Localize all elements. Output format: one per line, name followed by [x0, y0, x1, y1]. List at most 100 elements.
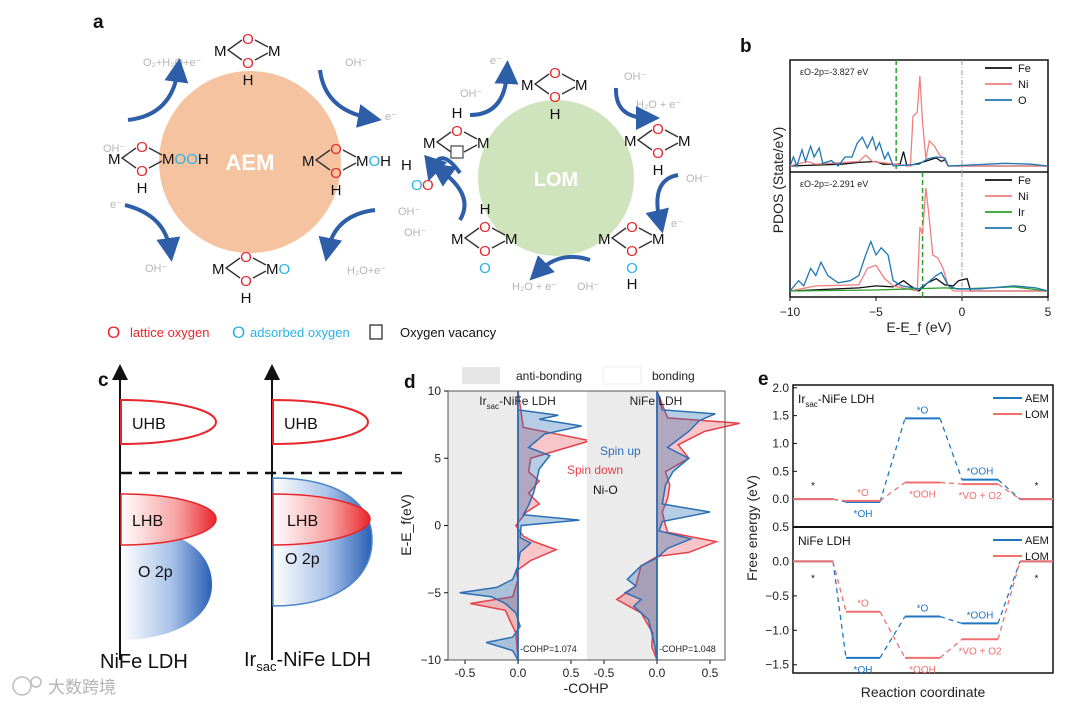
below-atom: H [137, 180, 148, 197]
bond-line [664, 129, 679, 138]
metal-atom: M [302, 153, 315, 170]
metal-atom: M [423, 135, 436, 152]
intermediate-label-aem: *OOH [967, 610, 994, 621]
x-tick-label: 0.5 [563, 666, 580, 680]
bond-line [533, 73, 550, 95]
legend-label-ni: Ni [1018, 191, 1028, 203]
lattice-oxygen: O [479, 219, 491, 236]
released-h: H [401, 157, 412, 174]
metal-atom: M [624, 133, 637, 150]
metal-atom: M [214, 43, 227, 60]
y-axis-label: E-E_f(eV) [398, 494, 414, 555]
lhb-label-left: LHB [132, 513, 163, 530]
intermediate-label-aem: * [1035, 481, 1039, 492]
bond-line [314, 149, 331, 171]
icohp-annotation: -COHP=1.048 [659, 644, 716, 654]
legend-a: O lattice oxygen O adsorbed oxygen Oxyge… [107, 323, 497, 342]
y-tick-label: −0.5 [765, 589, 789, 603]
legend-lattice-label: lattice oxygen [130, 325, 210, 340]
curved-arrow-icon [424, 154, 462, 182]
curved-arrow-icon [430, 163, 467, 222]
watermark-logo-icon [12, 676, 32, 696]
legend-adsorbed-label: adsorbed oxygen [250, 325, 350, 340]
metal-atom: M [451, 231, 464, 248]
x-tick-label: -0.5 [455, 666, 476, 680]
panel-label-e: e [758, 369, 769, 390]
lhb-band-right [272, 493, 371, 546]
intermediate-label-aem: *OH [854, 665, 873, 676]
bond-line [254, 52, 269, 61]
species-label: e⁻ [671, 218, 683, 230]
y-tick-label: −5 [427, 586, 441, 600]
x-tick-label: 0.0 [649, 666, 666, 680]
y-tick-label: 0.0 [772, 492, 789, 506]
panel-label-a: a [93, 12, 104, 33]
y-tick-label: 0.5 [772, 520, 789, 534]
intermediate-label-aem: * [811, 573, 815, 584]
transition-line-aem [939, 418, 963, 480]
legend-vacancy-label: Oxygen vacancy [400, 325, 497, 340]
bond-line [463, 131, 478, 140]
metal-atom-with-adsorbate: M [678, 133, 691, 150]
curved-arrow-icon [318, 208, 376, 262]
y-axis-label: PDOS (State/eV) [770, 127, 786, 234]
y-tick-label: −1.5 [765, 658, 789, 672]
bond-line [226, 39, 243, 61]
uhb-label-right: UHB [284, 416, 318, 433]
panel-label-d: d [404, 372, 416, 393]
uhb-band-left [120, 398, 218, 446]
lattice-oxygen: O [136, 139, 148, 156]
cohp-spin-up-area [459, 391, 582, 663]
panel-b: b εO-2p=-3.827 eV Fe Ni OεO-2p=-2.291 eV Fe N… [740, 36, 1052, 335]
x-tick-label: 0 [959, 305, 966, 319]
metal-atom-with-adsorbate: MOH [356, 153, 391, 170]
bond-line [224, 257, 241, 279]
bond-line [664, 142, 679, 151]
transition-line-aem [939, 615, 963, 625]
released-o-lattice: O [422, 177, 434, 194]
transition-line-lom [832, 561, 847, 612]
species-label: e⁻ [385, 111, 397, 123]
species-label: H₂O + e⁻ [512, 281, 557, 293]
legend-adsorbed-symbol: O [232, 323, 245, 342]
watermark: 大数跨境 [12, 676, 116, 697]
lattice-oxygen: O [626, 219, 638, 236]
legend-label-aem: AEM [1025, 393, 1049, 405]
lattice-oxygen: O [240, 249, 252, 266]
x-tick-label: 0.5 [702, 666, 719, 680]
lattice-oxygen: O [242, 55, 254, 72]
lattice-oxygen: O [626, 243, 638, 260]
metal-atom-with-adsorbate: M [477, 135, 490, 152]
bond-line [463, 144, 478, 153]
transition-line-lom [997, 483, 1021, 500]
bond-line [561, 86, 576, 95]
species-label: OH⁻ [345, 57, 368, 69]
o2p-label-right: O 2p [285, 551, 320, 568]
legend-bonding-swatch [602, 366, 642, 385]
legend-label-ir: Ir [1018, 207, 1025, 219]
pdos-line-ni [789, 187, 1048, 292]
lattice-oxygen: O [242, 31, 254, 48]
lattice-oxygen: O [549, 89, 561, 106]
legend-label-o: O [1018, 223, 1027, 235]
pdos-line-ni [789, 75, 1048, 167]
metal-atom-with-adsorbate: M [505, 231, 518, 248]
x-tick-label: −10 [780, 305, 801, 319]
watermark-text: 大数跨境 [48, 678, 116, 697]
spin-up-annotation: Spin up [600, 444, 641, 458]
lattice-oxygen: O [451, 123, 463, 140]
legend-antibonding-swatch [462, 367, 500, 384]
lattice-oxygen: O [549, 65, 561, 82]
legend-label-ni: Ni [1018, 79, 1028, 91]
bond-line [638, 227, 653, 236]
transition-line-lom [939, 638, 963, 659]
subplot-title: Irsac-NiFe LDH [479, 394, 555, 411]
y-tick-label: 0.5 [772, 464, 789, 478]
y-tick-label: 1.0 [772, 436, 789, 450]
aem-intermediate: MOO MOOH H [108, 139, 209, 197]
cohp-spin-down-area [470, 390, 591, 661]
intermediate-label-aem: * [1035, 573, 1039, 584]
